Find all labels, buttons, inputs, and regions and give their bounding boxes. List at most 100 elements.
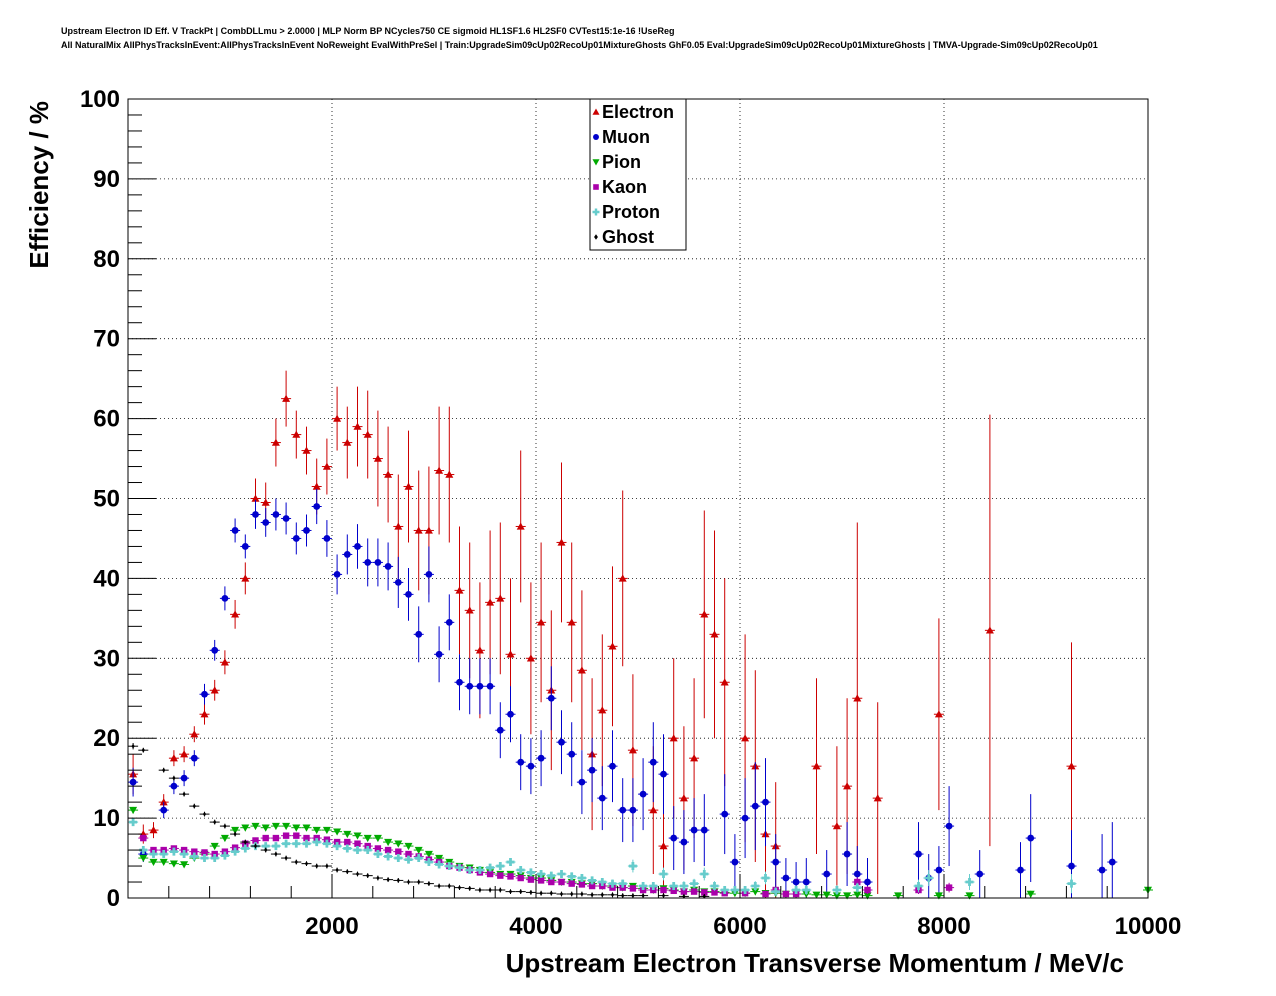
muon-point: [292, 535, 300, 542]
y-tick-label: 40: [93, 565, 120, 592]
kaon-point: [384, 846, 392, 854]
electron-point: [302, 446, 311, 454]
ghost-point: [519, 889, 523, 895]
kaon-point: [486, 870, 494, 878]
proton-point: [384, 852, 393, 861]
ghost-point: [641, 893, 645, 899]
legend-label-ghost: Ghost: [602, 227, 654, 247]
kaon-point: [629, 885, 637, 892]
muon-point: [466, 682, 474, 690]
pion-point: [261, 824, 270, 832]
kaon-point: [497, 872, 504, 879]
y-axis-title: Efficiency / %: [24, 101, 54, 269]
proton-point: [486, 863, 495, 872]
ghost-point: [131, 743, 135, 749]
kaon-point: [782, 890, 790, 898]
muon-point: [354, 543, 361, 550]
muon-point: [649, 758, 657, 766]
ghost-point: [610, 892, 615, 898]
y-tick-label: 20: [93, 725, 120, 752]
proton-point: [363, 846, 372, 855]
electron-point: [343, 438, 352, 446]
electron-point: [486, 598, 495, 606]
electron-point: [598, 706, 607, 714]
ghost-point: [661, 893, 666, 899]
kaon-point: [711, 889, 718, 896]
electron-point: [577, 666, 586, 674]
kaon-point: [262, 834, 269, 842]
muon-point: [639, 790, 647, 798]
pion-point: [353, 832, 362, 840]
proton-point: [424, 858, 433, 867]
proton-point: [649, 882, 658, 891]
muon-point: [394, 578, 402, 586]
y-tick-label: 70: [93, 326, 120, 353]
proton-point: [853, 883, 862, 892]
kaon-point: [405, 850, 412, 858]
y-tick-label: 10: [93, 805, 120, 832]
kaon-point: [864, 886, 871, 894]
ghost-point: [600, 892, 604, 898]
x-tick-label: 4000: [509, 913, 562, 940]
proton-point: [322, 839, 331, 848]
muon-point: [282, 515, 290, 522]
ghost-point: [457, 885, 462, 891]
proton-point: [751, 882, 760, 891]
muon-point: [486, 682, 494, 690]
pion-point: [1026, 890, 1035, 899]
legend-marker-muon: [593, 134, 599, 140]
axes: 0 10 20 30 40 50 60 70 80 90 100 2000 4000 6000 8000 10…: [80, 86, 1181, 940]
muon-point: [241, 543, 249, 550]
muon-point: [415, 630, 423, 638]
proton-point: [679, 882, 688, 891]
electron-point: [353, 422, 362, 430]
ghost-point: [233, 831, 237, 837]
electron-point: [322, 462, 331, 470]
proton-point: [730, 886, 739, 895]
muon-point: [1068, 862, 1075, 870]
electron-point: [210, 686, 219, 694]
header-line-2: All NaturalMix AllPhysTracksInEvent:AllP…: [61, 40, 1098, 50]
ghost-point: [264, 847, 268, 853]
ghost-point: [447, 883, 451, 889]
proton-point: [598, 878, 607, 887]
proton-point: [200, 854, 209, 863]
electron-point: [1067, 762, 1076, 770]
proton-point: [190, 852, 199, 861]
kaon-point: [517, 874, 524, 882]
muon-point: [598, 794, 606, 802]
muon-point: [802, 878, 810, 886]
muon-point: [1108, 858, 1116, 866]
y-tick-label: 90: [93, 166, 120, 193]
muon-point: [751, 802, 759, 810]
x-axis-title: Upstream Electron Transverse Momentum / …: [506, 948, 1124, 978]
ghost-point: [284, 855, 288, 861]
muon-point: [476, 682, 484, 690]
proton-point: [567, 872, 576, 881]
pion-point: [404, 842, 413, 851]
electron-point: [985, 626, 994, 634]
electron-point: [465, 606, 474, 614]
muon-point: [792, 878, 800, 886]
electron-point: [241, 574, 250, 582]
muon-point: [568, 750, 576, 758]
electron-point: [843, 782, 852, 790]
ghost-point: [559, 891, 564, 897]
legend-box: [589, 98, 687, 251]
kaon-point: [854, 878, 861, 886]
kaon-point: [293, 832, 300, 839]
ghost-point: [253, 843, 258, 849]
muon-point: [231, 527, 239, 534]
legend: Electron Muon Pion Kaon Proton Ghost: [589, 98, 687, 251]
electron-point: [526, 654, 535, 662]
proton-point: [159, 850, 168, 859]
y-tick-label: 0: [107, 885, 120, 912]
electron-point: [659, 842, 668, 850]
legend-entry-ghost: Ghost: [594, 227, 654, 247]
electron-point: [292, 430, 301, 438]
kaon-point: [690, 888, 698, 895]
ghost-point: [192, 803, 196, 809]
kaon-point: [558, 878, 565, 886]
muon-point: [976, 870, 984, 878]
ghost-point: [355, 871, 360, 877]
